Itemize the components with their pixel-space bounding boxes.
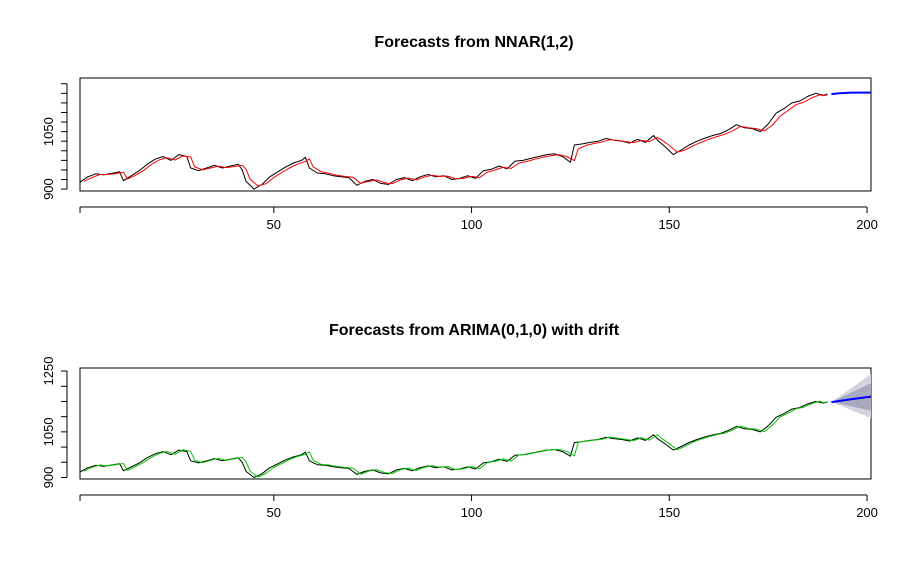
- x-tick-label: 100: [461, 505, 483, 520]
- y-tick-label: 1050: [41, 417, 56, 446]
- arima-forecast-panel: Forecasts from ARIMA(0,1,0) with drift 5…: [41, 322, 878, 520]
- x-tick-label: 200: [856, 505, 878, 520]
- x-tick-label: 50: [267, 505, 281, 520]
- fitted-series-line: [83, 94, 828, 187]
- fitted-series-line: [83, 400, 828, 478]
- prediction-interval-80: [831, 383, 871, 411]
- y-tick-label: 900: [41, 178, 56, 200]
- x-tick-label: 150: [658, 505, 680, 520]
- x-tick-label: 50: [267, 217, 281, 232]
- chart-title: Forecasts from NNAR(1,2): [374, 34, 573, 51]
- nnar-forecast-panel: Forecasts from NNAR(1,2) 50 100 150 200 900 1…: [41, 34, 878, 232]
- forecast-series-line: [831, 91, 871, 96]
- observed-series-line: [79, 401, 828, 478]
- plot-frame: [79, 367, 872, 480]
- plot-frame: [79, 77, 872, 192]
- y-tick-label: 900: [41, 467, 56, 489]
- y-tick-label: 1050: [41, 117, 56, 146]
- forecast-series-line: [831, 395, 872, 404]
- x-tick-label: 150: [658, 217, 680, 232]
- observed-series-line: [79, 92, 828, 190]
- x-tick-label: 100: [461, 217, 483, 232]
- y-tick-label: 1250: [41, 357, 56, 386]
- chart-title: Forecasts from ARIMA(0,1,0) with drift: [329, 322, 620, 339]
- x-tick-label: 200: [856, 217, 878, 232]
